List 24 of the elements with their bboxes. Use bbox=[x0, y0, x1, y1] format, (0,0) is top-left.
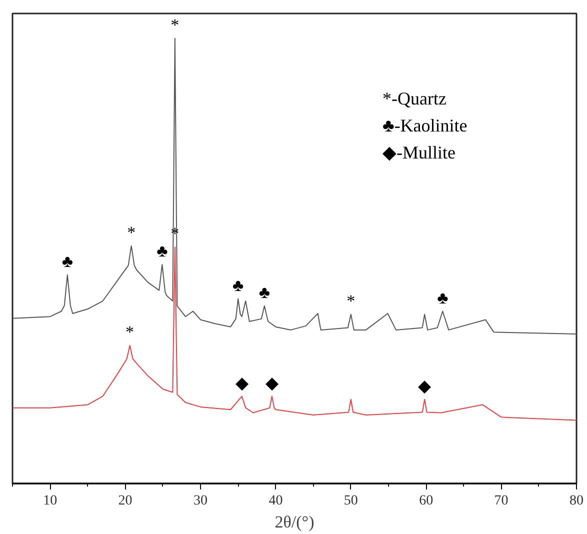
annotation: ♣ bbox=[156, 242, 168, 261]
annotation: ◆-Mullite bbox=[382, 142, 456, 162]
annotation: * bbox=[127, 222, 136, 242]
annotation: ◆ bbox=[418, 376, 432, 396]
x-tick-label: 20 bbox=[118, 494, 132, 508]
annotation: ◆ bbox=[235, 373, 250, 392]
x-tick-label: 60 bbox=[419, 494, 434, 508]
annotation: * bbox=[170, 15, 180, 34]
annotation: * bbox=[126, 322, 134, 342]
x-axis-title: 2θ/(°) bbox=[274, 512, 314, 532]
annotation: ♣ bbox=[258, 282, 270, 302]
x-tick-label: 30 bbox=[194, 494, 208, 508]
annotation: ♣-Kaolinite bbox=[382, 116, 468, 136]
annotation: ♣ bbox=[437, 288, 448, 308]
x-tick-label: 70 bbox=[494, 494, 508, 508]
annotation: ♣ bbox=[232, 276, 244, 295]
annotation: ♣ bbox=[62, 252, 73, 271]
annotation: ◆ bbox=[265, 373, 280, 392]
x-tick-label: 10 bbox=[43, 494, 58, 508]
annotation: * bbox=[346, 291, 356, 310]
x-tick-label: 80 bbox=[570, 494, 584, 508]
x-tick-label: 50 bbox=[344, 494, 358, 508]
annotation: *-Quartz bbox=[382, 88, 446, 108]
x-tick-label: 40 bbox=[268, 494, 283, 508]
